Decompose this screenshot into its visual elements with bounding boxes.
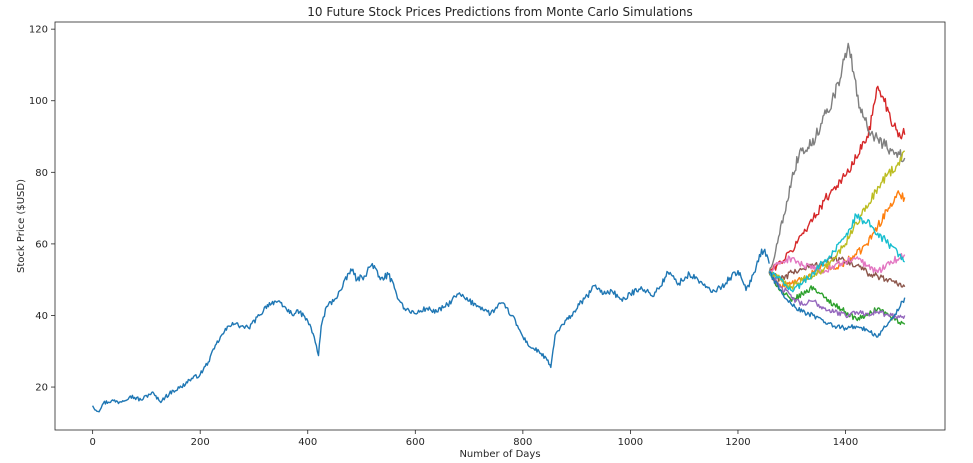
x-tick-label: 0	[89, 437, 95, 448]
y-tick-label: 100	[29, 96, 48, 107]
historical-price-line	[91, 248, 770, 413]
simulation-line-3	[768, 85, 906, 274]
y-tick-label: 80	[35, 168, 48, 179]
x-tick-label: 400	[298, 437, 317, 448]
simulation-line-4	[768, 272, 906, 320]
simulation-line-5	[768, 255, 906, 288]
simulation-line-1	[768, 190, 906, 289]
simulation-line-2	[768, 272, 906, 326]
chart-title: 10 Future Stock Prices Predictions from …	[307, 5, 692, 19]
simulation-line-6	[768, 253, 906, 275]
simulation-line-8	[768, 150, 906, 290]
y-axis: 20 40 60 80 100 120	[29, 25, 55, 394]
simulation-line-10	[769, 271, 906, 338]
x-tick-label: 1200	[725, 437, 750, 448]
simulation-line-7	[768, 42, 906, 273]
x-axis-title: Number of Days	[459, 449, 540, 460]
simulation-line-9	[768, 213, 905, 293]
y-tick-label: 120	[29, 25, 48, 36]
x-tick-label: 1400	[833, 437, 858, 448]
y-tick-label: 60	[35, 239, 48, 250]
x-tick-label: 800	[513, 437, 532, 448]
x-tick-label: 200	[191, 437, 210, 448]
x-tick-label: 1000	[618, 437, 643, 448]
y-tick-label: 20	[35, 383, 48, 394]
series-layer	[91, 42, 906, 413]
y-axis-title: Stock Price ($USD)	[16, 179, 27, 273]
plot-area-frame	[54, 21, 946, 431]
y-tick-label: 40	[35, 311, 48, 322]
x-tick-label: 600	[406, 437, 425, 448]
x-axis: 0 200 400 600 800 1000 1200 1400	[89, 430, 858, 448]
